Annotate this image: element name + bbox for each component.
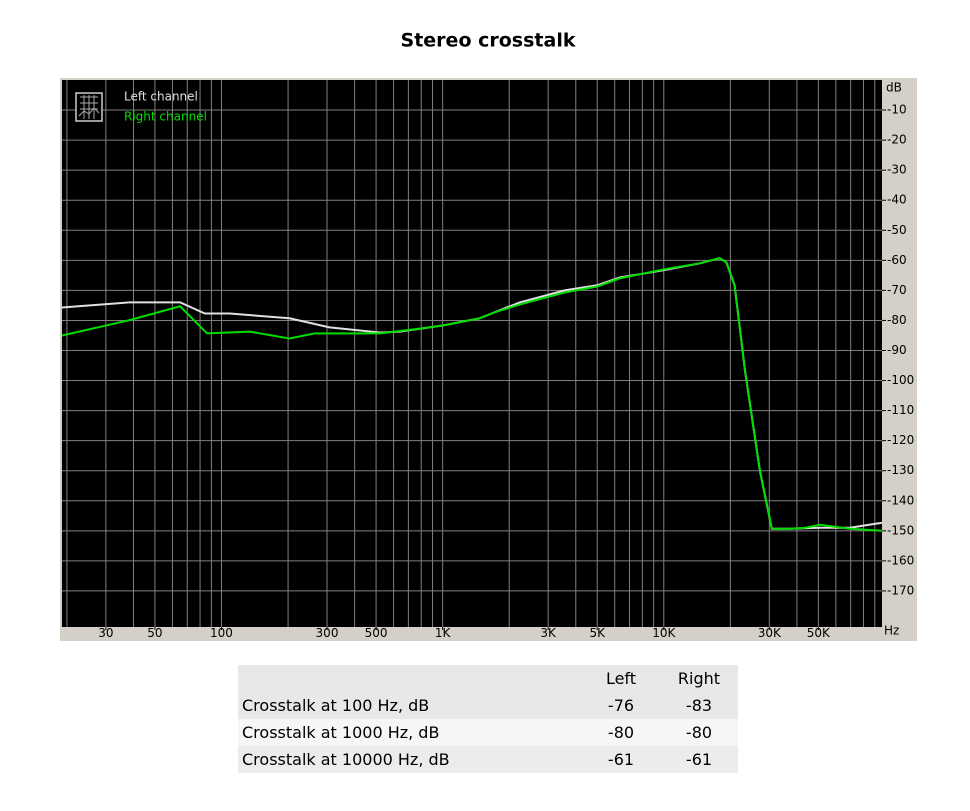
x-tick-label: 50K [807,626,831,640]
table-row: Crosstalk at 1000 Hz, dB -80 -80 [238,719,738,746]
y-tick-label: -90 [887,343,907,357]
chart: Stereo crosstalk Left channel Right chan… [60,30,917,641]
y-tick-label: -140 [887,493,914,507]
series-line [61,257,883,532]
x-tick-label: 3K [540,626,557,640]
cell: -83 [660,692,738,719]
y-tick-label: -120 [887,433,914,447]
y-tick-label: -60 [887,253,907,267]
x-tick-label: 30K [758,626,782,640]
row-label: Crosstalk at 100 Hz, dB [238,692,582,719]
x-tick-label: 5K [589,626,606,640]
y-tick-label: -50 [887,223,907,237]
chart-title: Stereo crosstalk [401,30,576,52]
y-tick-label: -130 [887,463,914,477]
column-header: Left [582,665,660,692]
x-tick-label: 300 [316,626,339,640]
legend-entry: Left channel [124,90,198,104]
y-tick-label: -170 [887,583,914,597]
cell: -76 [582,692,660,719]
y-tick-label: -20 [887,133,907,147]
y-tick-label: -40 [887,193,907,207]
cell: -61 [582,746,660,773]
row-label: Crosstalk at 10000 Hz, dB [238,746,582,773]
y-axis-unit: dB [886,81,902,95]
cell: -80 [660,719,738,746]
x-tick-label: 100 [210,626,233,640]
x-axis-unit: Hz [884,624,899,638]
grid [62,80,882,627]
cell: -80 [582,719,660,746]
cell: -61 [660,746,738,773]
x-tick-label: 30 [98,626,113,640]
table-header: Left Right [238,665,738,692]
series-lines [61,257,883,532]
y-tick-label: -150 [887,523,914,537]
row-label: Crosstalk at 1000 Hz, dB [238,719,582,746]
table-row: Crosstalk at 10000 Hz, dB -61 -61 [238,746,738,773]
y-tick-label: -100 [887,373,914,387]
legend-icon-glyph [78,95,100,119]
x-tick-label: 50 [147,626,162,640]
y-tick-label: -70 [887,283,907,297]
y-tick-label: -160 [887,553,914,567]
results-table: Left Right Crosstalk at 100 Hz, dB -76 -… [238,665,738,773]
x-tick-label: 1K [435,626,452,640]
legend-entry: Right channel [124,110,207,124]
column-header: Right [660,665,738,692]
x-tick-label: 500 [365,626,388,640]
y-tick-label: -80 [887,313,907,327]
table-row: Crosstalk at 100 Hz, dB -76 -83 [238,692,738,719]
x-tick-label: 10K [652,626,676,640]
y-tick-label: -30 [887,163,907,177]
y-tick-label: -10 [887,103,907,117]
plot-area [62,80,882,627]
y-tick-label: -110 [887,403,914,417]
legend: Left channel Right channel [75,90,207,124]
